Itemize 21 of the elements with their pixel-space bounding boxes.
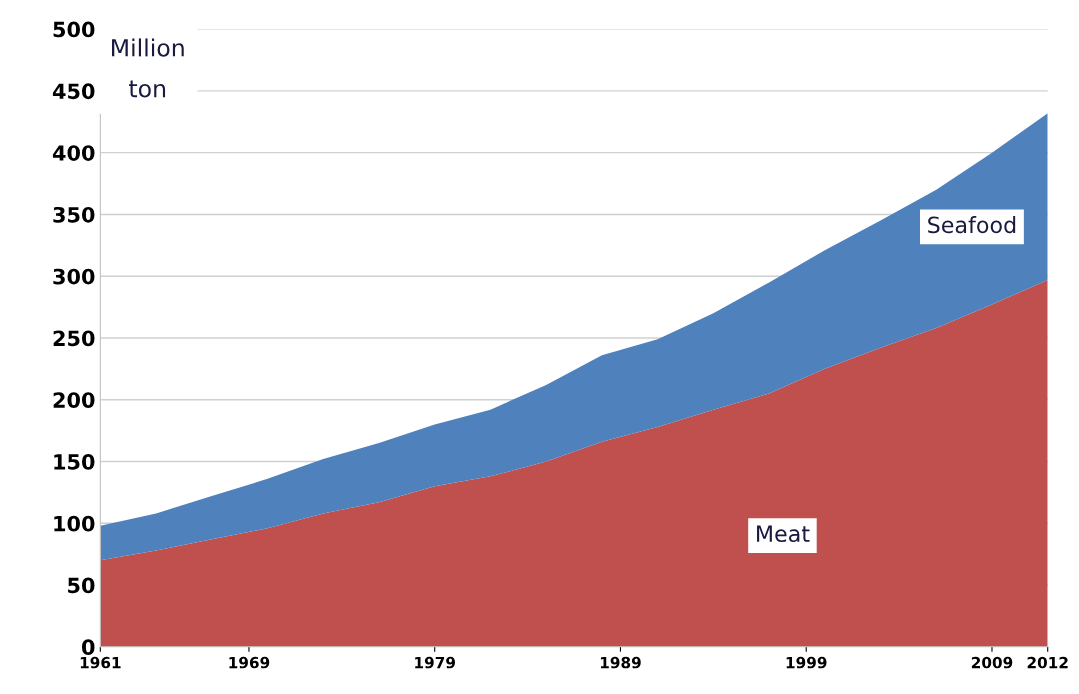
y-tick-label: 50: [68, 577, 95, 594]
x-tick-label: 1979: [415, 656, 455, 669]
y-tick-label: 100: [54, 515, 95, 532]
series-label: Meat: [757, 525, 810, 543]
y-tick-label: 450: [52, 83, 95, 100]
x-tick-label: 2012: [1027, 656, 1068, 669]
y-tick-label: 350: [53, 206, 95, 223]
y-tick-label: 200: [53, 392, 95, 408]
y-axis-title: Million ton: [112, 38, 184, 98]
y-tick-label: 500: [53, 21, 95, 38]
x-tick-label: 2009: [971, 656, 1013, 669]
y-tick-label: 150: [54, 453, 95, 470]
x-tick-label: 1999: [786, 656, 827, 669]
x-tick-label: 1961: [80, 656, 121, 669]
x-tick-label: 1989: [600, 656, 641, 669]
y-tick-label: 300: [53, 268, 95, 285]
y-tick-label: 400: [52, 145, 95, 161]
x-tick-label: 1969: [229, 656, 270, 669]
y-tick-label: 250: [53, 330, 95, 347]
y-tick-label: 0: [81, 639, 95, 656]
series-label: Seafood: [928, 216, 1016, 234]
